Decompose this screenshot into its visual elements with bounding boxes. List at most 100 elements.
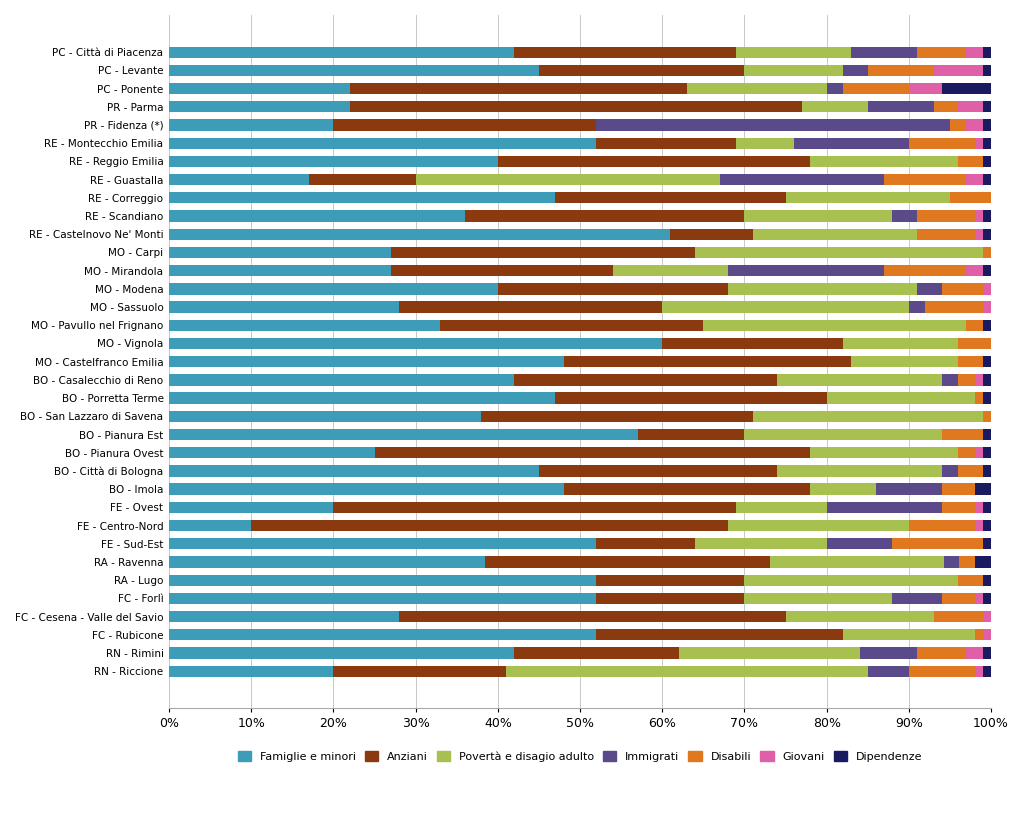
Bar bbox=[983, 138, 991, 148]
Bar bbox=[975, 210, 983, 222]
Bar bbox=[728, 265, 884, 276]
Bar bbox=[950, 192, 991, 203]
Bar bbox=[975, 447, 983, 459]
Bar bbox=[613, 265, 728, 276]
Bar bbox=[942, 593, 975, 604]
Bar bbox=[975, 629, 983, 641]
Bar bbox=[169, 156, 498, 167]
Bar bbox=[958, 465, 983, 476]
Bar bbox=[169, 83, 350, 94]
Bar bbox=[975, 484, 991, 495]
Bar bbox=[514, 374, 777, 385]
Bar bbox=[918, 229, 975, 240]
Bar bbox=[539, 65, 744, 76]
Bar bbox=[843, 65, 867, 76]
Bar bbox=[169, 47, 514, 58]
Bar bbox=[753, 410, 983, 422]
Bar bbox=[169, 374, 514, 385]
Bar bbox=[169, 484, 563, 495]
Bar bbox=[967, 647, 983, 659]
Bar bbox=[169, 174, 309, 185]
Bar bbox=[983, 611, 991, 622]
Bar bbox=[975, 374, 983, 385]
Bar bbox=[942, 484, 975, 495]
Bar bbox=[169, 629, 597, 641]
Bar bbox=[720, 174, 884, 185]
Bar bbox=[958, 575, 983, 585]
Bar bbox=[983, 520, 991, 531]
Bar bbox=[893, 593, 942, 604]
Bar bbox=[826, 83, 843, 94]
Bar bbox=[169, 265, 391, 276]
Bar bbox=[485, 556, 770, 568]
Bar bbox=[391, 265, 613, 276]
Bar bbox=[506, 666, 867, 677]
Bar bbox=[169, 538, 597, 550]
Bar bbox=[597, 538, 695, 550]
Bar bbox=[983, 502, 991, 513]
Bar bbox=[944, 556, 959, 568]
Bar bbox=[169, 319, 440, 331]
Bar bbox=[958, 156, 983, 167]
Bar bbox=[909, 520, 975, 531]
Bar bbox=[169, 393, 555, 404]
Bar bbox=[826, 393, 975, 404]
Bar bbox=[671, 229, 753, 240]
Bar bbox=[983, 319, 991, 331]
Bar bbox=[251, 520, 728, 531]
Bar bbox=[983, 156, 991, 167]
Bar bbox=[934, 611, 983, 622]
Bar bbox=[926, 301, 983, 313]
Bar bbox=[728, 520, 909, 531]
Bar bbox=[983, 47, 991, 58]
Bar bbox=[958, 338, 991, 349]
Bar bbox=[481, 410, 753, 422]
Bar bbox=[975, 138, 983, 148]
Bar bbox=[942, 284, 983, 294]
Bar bbox=[169, 284, 498, 294]
Bar bbox=[967, 319, 983, 331]
Bar bbox=[736, 502, 826, 513]
Bar bbox=[440, 319, 703, 331]
Bar bbox=[334, 119, 597, 131]
Bar bbox=[703, 319, 967, 331]
Bar bbox=[983, 647, 991, 659]
Bar bbox=[983, 284, 991, 294]
Bar bbox=[777, 374, 942, 385]
Bar bbox=[753, 229, 918, 240]
Bar bbox=[934, 65, 983, 76]
Bar bbox=[744, 65, 843, 76]
Bar bbox=[967, 119, 983, 131]
Bar bbox=[597, 593, 744, 604]
Bar bbox=[983, 575, 991, 585]
Bar bbox=[309, 174, 416, 185]
Bar bbox=[918, 210, 975, 222]
Bar bbox=[967, 47, 983, 58]
Bar bbox=[983, 465, 991, 476]
Bar bbox=[950, 119, 967, 131]
Bar bbox=[918, 47, 967, 58]
Bar bbox=[169, 101, 350, 113]
Bar bbox=[169, 429, 638, 440]
Bar bbox=[350, 101, 802, 113]
Bar bbox=[975, 666, 983, 677]
Bar bbox=[983, 101, 991, 113]
Bar bbox=[983, 410, 991, 422]
Bar bbox=[169, 229, 671, 240]
Bar bbox=[391, 247, 695, 258]
Bar bbox=[983, 65, 991, 76]
Bar bbox=[983, 538, 991, 550]
Bar bbox=[169, 447, 375, 459]
Bar bbox=[967, 265, 983, 276]
Bar bbox=[802, 101, 867, 113]
Bar bbox=[597, 119, 950, 131]
Bar bbox=[169, 338, 663, 349]
Bar bbox=[638, 429, 744, 440]
Bar bbox=[744, 429, 942, 440]
Bar bbox=[770, 556, 944, 568]
Bar bbox=[983, 301, 991, 313]
Bar bbox=[597, 575, 744, 585]
Bar bbox=[350, 83, 687, 94]
Bar bbox=[563, 356, 851, 367]
Bar bbox=[983, 247, 991, 258]
